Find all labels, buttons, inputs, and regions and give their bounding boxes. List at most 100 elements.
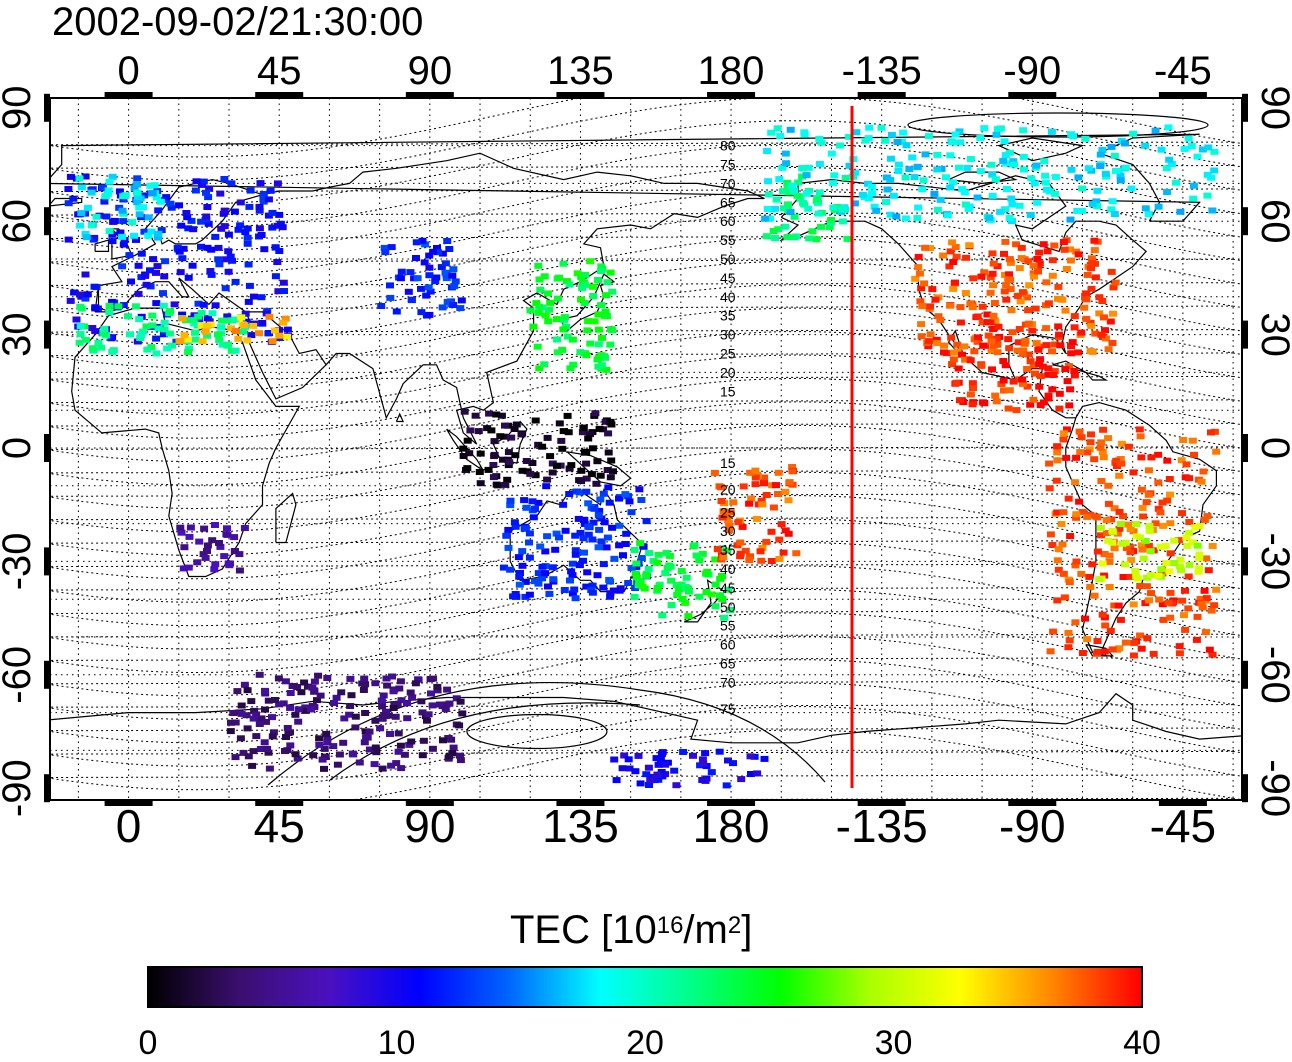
frame-tick	[44, 207, 50, 236]
tec-cell	[1132, 521, 1141, 527]
tec-cell	[1159, 616, 1168, 623]
tec-cell	[418, 237, 427, 244]
tec-cell	[951, 279, 959, 286]
tec-cell	[1075, 498, 1084, 505]
tec-cell	[552, 530, 561, 537]
tec-cell	[1163, 189, 1172, 195]
tec-cell	[521, 593, 530, 600]
tec-cell	[1116, 177, 1125, 184]
tec-cell	[268, 224, 277, 231]
tec-cell	[1205, 646, 1214, 653]
tec-cell	[257, 294, 266, 301]
tec-cell	[202, 189, 210, 196]
tec-cell	[1162, 165, 1171, 172]
frame-tick	[104, 92, 153, 98]
tec-cell	[653, 559, 662, 566]
tec-cell	[987, 338, 996, 345]
tec-cell	[580, 300, 589, 306]
tec-cell	[184, 564, 193, 571]
tec-cell	[506, 497, 515, 504]
tec-cell	[996, 208, 1005, 215]
tec-cell	[1009, 378, 1018, 385]
tec-cell	[159, 302, 168, 309]
tec-cell	[926, 303, 934, 310]
tec-cell	[178, 315, 187, 322]
tec-cell	[639, 543, 648, 550]
tec-cell	[329, 743, 338, 750]
tec-cell	[231, 316, 240, 323]
tec-cell	[428, 702, 437, 709]
tec-cell	[199, 178, 208, 185]
tec-cell	[1122, 545, 1131, 551]
tec-cell	[1121, 140, 1129, 147]
tec-cell	[747, 495, 756, 502]
tec-cell	[1195, 551, 1204, 558]
tec-cell	[553, 349, 562, 356]
tec-cell	[226, 728, 235, 735]
tec-cell	[1106, 318, 1115, 325]
tec-cell	[1100, 314, 1108, 321]
tec-cell	[263, 745, 272, 752]
tec-cell	[746, 753, 755, 760]
tec-cell	[154, 325, 163, 332]
tec-cell	[802, 172, 811, 179]
tec-cell	[894, 167, 903, 174]
tec-cell	[459, 445, 468, 452]
tec-cell	[425, 311, 434, 318]
contour-label: 40	[720, 289, 736, 305]
tec-cell	[1061, 307, 1070, 314]
tec-cell	[116, 229, 125, 236]
tec-cell	[1065, 579, 1074, 586]
tec-cell	[99, 184, 107, 191]
tec-cell	[999, 377, 1008, 384]
tec-cell	[815, 161, 824, 167]
tec-cell	[1069, 133, 1077, 140]
tec-cell	[988, 171, 997, 178]
tec-cell	[1085, 446, 1094, 453]
tec-cell	[64, 200, 73, 207]
tec-cell	[517, 431, 526, 438]
tec-cell	[635, 486, 644, 493]
tec-cell	[82, 234, 91, 241]
tec-cell	[677, 567, 686, 574]
tec-cell	[1090, 456, 1099, 463]
tec-cell	[1095, 310, 1104, 317]
tec-cell	[403, 700, 411, 707]
tec-cell	[986, 319, 995, 326]
tec-cell	[933, 206, 942, 213]
tec-cell	[355, 759, 364, 766]
tec-cell	[228, 257, 237, 264]
tec-cell	[217, 324, 225, 331]
tec-cell	[894, 161, 903, 168]
tec-cell	[76, 303, 85, 310]
tec-cell	[301, 707, 310, 714]
tec-cell	[1019, 347, 1028, 354]
tec-cell	[702, 589, 711, 595]
tec-cell	[574, 515, 583, 522]
tec-cell	[268, 209, 277, 216]
tec-cell	[579, 535, 588, 542]
tec-cell	[380, 712, 389, 718]
tec-cell	[337, 689, 346, 696]
tec-cell	[135, 211, 144, 218]
tec-cell	[506, 502, 515, 509]
tec-cell	[786, 209, 795, 215]
tec-cell	[1072, 514, 1081, 521]
left-lat-tick-label: -90	[0, 759, 39, 817]
tec-cell	[83, 291, 92, 298]
tec-cell	[144, 232, 153, 239]
tec-cell	[282, 734, 290, 740]
tec-cell	[443, 238, 452, 244]
tec-cell	[653, 584, 662, 591]
tec-cell	[1090, 592, 1099, 599]
tec-cell	[592, 480, 601, 487]
tec-cell	[1156, 543, 1165, 550]
tec-cell	[72, 316, 81, 323]
tec-cell	[1137, 486, 1146, 493]
tec-cell	[952, 379, 961, 386]
tec-cell	[1100, 551, 1109, 557]
tec-cell	[1047, 128, 1056, 135]
tec-cell	[243, 687, 252, 694]
tec-cell	[332, 694, 341, 701]
tec-cell	[515, 573, 524, 580]
